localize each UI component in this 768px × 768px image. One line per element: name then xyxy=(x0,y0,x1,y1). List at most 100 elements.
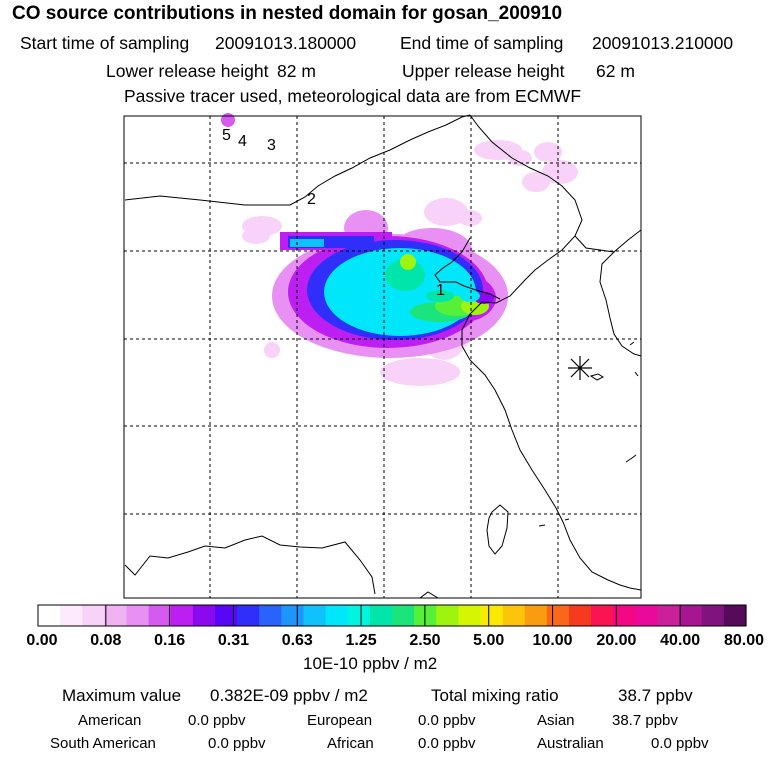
region-label-south-american: South American xyxy=(50,735,156,752)
island-taiwan xyxy=(486,504,509,555)
map-frame xyxy=(123,115,642,599)
colorbar-tick-label: 40.00 xyxy=(660,632,700,649)
trajectory-label: 4 xyxy=(238,133,247,150)
plume-cell xyxy=(522,172,550,192)
colorbar-cell xyxy=(591,605,614,626)
plume-cell xyxy=(385,259,425,291)
total-mixing-ratio-value: 38.7 ppbv xyxy=(618,686,693,705)
coastline-hainan xyxy=(419,591,439,599)
total-mixing-ratio-label: Total mixing ratio xyxy=(431,686,559,705)
colorbar-cell xyxy=(414,605,437,626)
colorbar-unit: 10E-10 ppbv / m2 xyxy=(303,654,438,673)
colorbar-cell xyxy=(38,605,61,626)
start-time-label: Start time of sampling xyxy=(20,33,190,53)
coastline-bohai xyxy=(434,237,501,300)
map-gridlines xyxy=(124,116,641,598)
colorbar-cell xyxy=(480,605,504,626)
colorbar-cell xyxy=(657,605,681,626)
colorbar-tick-label: 0.00 xyxy=(26,632,57,649)
colorbar-tick-label: 5.00 xyxy=(473,632,504,649)
region-value-european: 0.0 ppbv xyxy=(418,712,476,729)
region-label-australian: Australian xyxy=(537,735,604,752)
colorbar-cell xyxy=(303,605,327,626)
colorbar-cell xyxy=(679,605,703,626)
plume-cell xyxy=(264,342,280,358)
colorbar-cell xyxy=(701,605,725,626)
colorbar-cell xyxy=(723,605,747,626)
trajectory-label: 3 xyxy=(267,137,276,154)
colorbar-cell xyxy=(126,605,150,626)
colorbar-cell xyxy=(259,605,282,626)
end-time-value: 20091013.210000 xyxy=(592,33,734,53)
colorbar-tick-label: 10.00 xyxy=(533,632,573,649)
trajectory-label: 1 xyxy=(436,282,445,299)
receptor-site-marker xyxy=(568,356,592,380)
colorbar-tick-label: 80.00 xyxy=(724,632,764,649)
plume-cell xyxy=(458,210,482,226)
colorbar-cell xyxy=(524,605,548,626)
colorbar-cell xyxy=(458,605,482,626)
colorbar-cell xyxy=(104,605,128,626)
colorbar-tick-label: 0.31 xyxy=(218,632,249,649)
max-value: 0.382E-09 ppbv / m2 xyxy=(210,686,368,705)
upper-release-label: Upper release height xyxy=(402,61,565,81)
colorbar-cell xyxy=(82,605,105,626)
max-value-label: Maximum value xyxy=(62,686,182,705)
region-label-asian: Asian xyxy=(537,712,575,729)
colorbar-tick-label: 0.16 xyxy=(154,632,185,649)
coastline-border-west xyxy=(124,535,376,595)
colorbar-tick-label: 20.00 xyxy=(596,632,636,649)
lower-release-value: 82 m xyxy=(277,61,316,81)
colorbar-cell xyxy=(613,605,636,626)
coastline-korea xyxy=(599,229,642,357)
island-jeju xyxy=(589,373,605,381)
colorbar-frame xyxy=(37,604,747,627)
upper-release-value: 62 m xyxy=(596,61,635,81)
plume-cell xyxy=(424,198,468,226)
plume-cell xyxy=(426,290,454,302)
plume-cell xyxy=(242,228,270,244)
colorbar-cell xyxy=(436,605,459,626)
colorbar-cell xyxy=(502,605,526,626)
map-panel: 5 4 3 2 1 xyxy=(123,113,642,599)
colorbar-cell xyxy=(170,605,194,626)
colorbar-cell xyxy=(392,605,415,626)
region-label-european: European xyxy=(307,712,373,729)
region-value-african: 0.0 ppbv xyxy=(418,735,476,752)
end-time-label: End time of sampling xyxy=(400,33,564,53)
plume-cell xyxy=(400,254,416,270)
colorbar-tick-label: 1.25 xyxy=(346,632,377,649)
trajectory-label: 5 xyxy=(222,127,231,144)
colorbar: 0.00 0.08 0.16 0.31 0.63 1.25 2.50 5.00 10.00 20.… xyxy=(26,604,764,649)
start-time-value: 20091013.180000 xyxy=(215,33,357,53)
islands-japan xyxy=(538,341,639,527)
trajectory-labels: 5 4 3 2 1 xyxy=(222,127,445,299)
plume-cell xyxy=(345,288,379,298)
colorbar-tick-label: 0.08 xyxy=(90,632,121,649)
colorbar-cell xyxy=(569,605,592,626)
plume-cell xyxy=(380,358,460,386)
colorbar-cell xyxy=(215,605,238,626)
colorbar-cell xyxy=(148,605,172,626)
chart-title: CO source contributions in nested domain… xyxy=(12,3,563,24)
region-value-asian: 38.7 ppbv xyxy=(612,712,678,729)
plume-cell xyxy=(460,290,480,302)
region-label-african: African xyxy=(327,735,374,752)
region-value-american: 0.0 ppbv xyxy=(188,712,246,729)
tracer-note: Passive tracer used, meteorological data… xyxy=(124,86,582,106)
colorbar-cell xyxy=(281,605,305,626)
lower-release-label: Lower release height xyxy=(106,61,269,81)
colorbar-cell xyxy=(192,605,216,626)
coastline-mainland xyxy=(124,114,471,206)
region-label-american: American xyxy=(78,712,142,729)
colorbar-cell xyxy=(60,605,83,626)
plume-cell xyxy=(534,142,562,162)
colorbar-cell xyxy=(237,605,260,626)
colorbar-cell xyxy=(325,605,349,626)
plume-cell xyxy=(508,150,532,166)
colorbar-cell xyxy=(347,605,371,626)
colorbar-cell xyxy=(369,605,393,626)
colorbar-cell xyxy=(546,605,570,626)
region-value-australian: 0.0 ppbv xyxy=(651,735,709,752)
colorbar-cell xyxy=(635,605,659,626)
